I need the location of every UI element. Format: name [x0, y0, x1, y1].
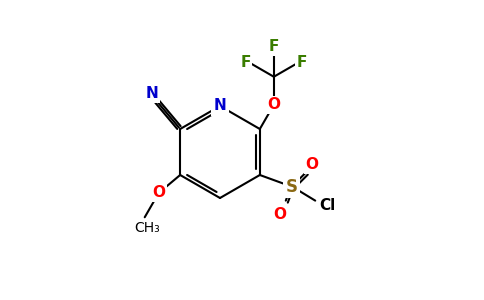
Text: O: O: [152, 185, 165, 200]
Text: CH₃: CH₃: [134, 221, 160, 235]
Text: F: F: [269, 39, 279, 54]
Text: O: O: [273, 207, 287, 222]
Text: F: F: [297, 56, 307, 70]
Text: N: N: [213, 98, 227, 113]
Text: O: O: [267, 97, 280, 112]
Text: N: N: [145, 86, 158, 101]
Text: F: F: [241, 56, 251, 70]
Text: O: O: [305, 157, 318, 172]
Text: Cl: Cl: [319, 198, 335, 213]
Text: S: S: [286, 178, 298, 196]
